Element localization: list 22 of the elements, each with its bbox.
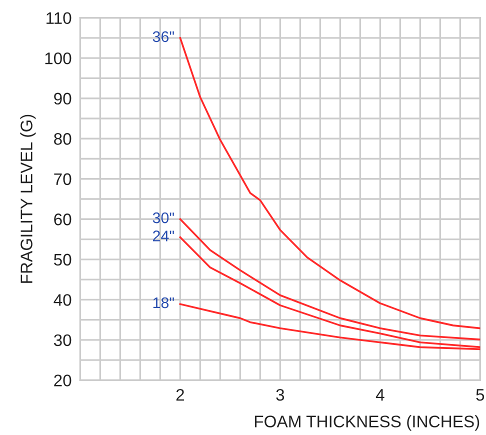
x-tick-label: 2 (176, 388, 184, 401)
x-axis-title: FOAM THICKNESS (INCHES) (254, 415, 480, 431)
y-tick-label: 90 (54, 92, 72, 105)
x-tick-label: 4 (376, 389, 384, 401)
series-label: 30" (152, 212, 174, 224)
line-series (179, 218, 480, 340)
x-tick-label: 3 (276, 388, 284, 401)
x-tick-label: 5 (476, 389, 484, 401)
y-tick-label: 30 (54, 334, 72, 346)
series-label: 24" (152, 230, 174, 242)
line-series (179, 37, 480, 330)
y-tick-label: 100 (45, 52, 72, 64)
y-tick-label: 60 (54, 214, 72, 226)
y-axis-title: FRAGILITY LEVEL (G) (20, 114, 36, 283)
series-label: 36" (152, 31, 174, 42)
y-tick-label: 80 (54, 133, 72, 145)
y-tick-label: 50 (54, 254, 72, 266)
series-label: 18" (153, 297, 174, 308)
y-tick-label: 20 (54, 374, 72, 386)
y-tick-label: 70 (54, 173, 72, 186)
y-tick-label: 110 (46, 12, 72, 24)
y-tick-label: 40 (54, 294, 72, 306)
